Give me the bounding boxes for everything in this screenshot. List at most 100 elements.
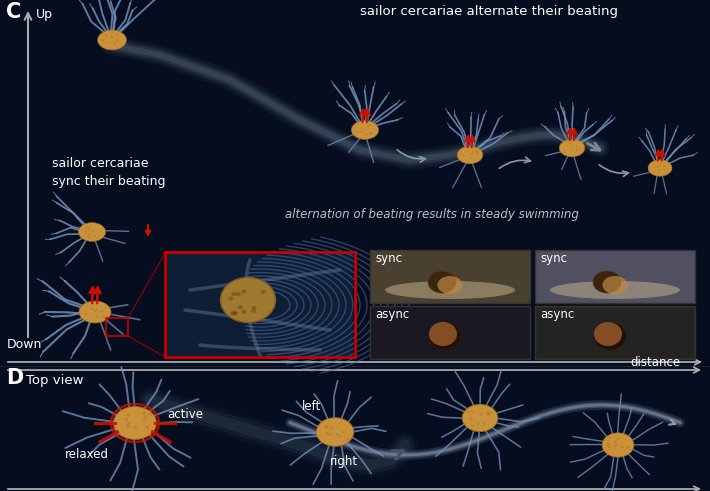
- Ellipse shape: [471, 153, 474, 155]
- Ellipse shape: [102, 316, 105, 318]
- Ellipse shape: [346, 438, 349, 440]
- Ellipse shape: [325, 427, 328, 429]
- Ellipse shape: [114, 42, 116, 44]
- Text: sailor cercariae alternate their beating: sailor cercariae alternate their beating: [360, 5, 618, 18]
- Ellipse shape: [329, 433, 332, 436]
- Ellipse shape: [466, 410, 469, 413]
- Ellipse shape: [96, 309, 98, 311]
- Bar: [372, 308, 528, 357]
- Ellipse shape: [659, 165, 661, 166]
- Text: alternation of beating results in steady swimming: alternation of beating results in steady…: [285, 208, 579, 221]
- Ellipse shape: [105, 35, 107, 36]
- Ellipse shape: [324, 425, 327, 427]
- Ellipse shape: [463, 155, 465, 156]
- Ellipse shape: [570, 145, 572, 147]
- Ellipse shape: [92, 230, 94, 232]
- Ellipse shape: [114, 44, 116, 46]
- Ellipse shape: [368, 124, 371, 126]
- Ellipse shape: [429, 322, 461, 350]
- Ellipse shape: [229, 297, 234, 300]
- Text: C: C: [6, 2, 21, 22]
- Text: Down: Down: [7, 338, 43, 351]
- Ellipse shape: [124, 418, 128, 421]
- Ellipse shape: [476, 150, 478, 152]
- Ellipse shape: [615, 444, 618, 446]
- Ellipse shape: [608, 446, 611, 448]
- Ellipse shape: [85, 227, 87, 229]
- Ellipse shape: [657, 170, 660, 171]
- Ellipse shape: [362, 129, 364, 131]
- Ellipse shape: [356, 131, 358, 133]
- Ellipse shape: [602, 433, 634, 457]
- Ellipse shape: [593, 271, 621, 293]
- Text: sync: sync: [540, 252, 567, 265]
- Bar: [535, 306, 695, 359]
- Ellipse shape: [143, 419, 146, 422]
- Text: async: async: [375, 308, 409, 321]
- Ellipse shape: [95, 316, 98, 318]
- Ellipse shape: [594, 322, 626, 350]
- Ellipse shape: [116, 34, 118, 36]
- Ellipse shape: [572, 148, 574, 150]
- Ellipse shape: [88, 233, 90, 235]
- Ellipse shape: [576, 149, 577, 151]
- Ellipse shape: [90, 307, 92, 309]
- Ellipse shape: [148, 413, 152, 416]
- Ellipse shape: [111, 36, 113, 38]
- Bar: [535, 250, 695, 303]
- Ellipse shape: [648, 160, 672, 176]
- Ellipse shape: [221, 277, 275, 323]
- Bar: [165, 252, 355, 357]
- Ellipse shape: [91, 308, 94, 310]
- Bar: [370, 306, 530, 359]
- Ellipse shape: [102, 39, 104, 41]
- Text: active: active: [167, 408, 203, 421]
- Ellipse shape: [471, 151, 474, 153]
- Ellipse shape: [479, 413, 483, 415]
- Ellipse shape: [564, 151, 565, 153]
- Ellipse shape: [428, 271, 456, 293]
- Ellipse shape: [483, 422, 486, 425]
- Ellipse shape: [236, 292, 241, 296]
- Bar: [106, 318, 128, 336]
- Ellipse shape: [594, 322, 622, 346]
- Ellipse shape: [606, 445, 608, 447]
- Ellipse shape: [335, 433, 339, 436]
- Ellipse shape: [316, 418, 354, 446]
- Ellipse shape: [101, 310, 104, 312]
- Ellipse shape: [327, 433, 330, 436]
- Text: right: right: [330, 455, 358, 468]
- Ellipse shape: [114, 407, 156, 439]
- Ellipse shape: [133, 426, 138, 429]
- Ellipse shape: [486, 411, 489, 414]
- Ellipse shape: [559, 139, 585, 157]
- Ellipse shape: [79, 301, 111, 323]
- Ellipse shape: [657, 172, 659, 173]
- Text: left: left: [302, 400, 321, 413]
- Ellipse shape: [89, 226, 91, 228]
- Ellipse shape: [146, 425, 149, 428]
- Ellipse shape: [126, 414, 130, 417]
- Ellipse shape: [469, 418, 472, 420]
- Ellipse shape: [657, 166, 659, 167]
- Ellipse shape: [471, 153, 472, 155]
- Ellipse shape: [338, 435, 342, 438]
- Ellipse shape: [126, 425, 130, 428]
- Ellipse shape: [655, 166, 657, 168]
- Ellipse shape: [627, 446, 630, 448]
- Ellipse shape: [477, 152, 479, 153]
- Ellipse shape: [230, 311, 235, 316]
- Ellipse shape: [360, 132, 362, 133]
- Ellipse shape: [654, 171, 655, 173]
- Ellipse shape: [371, 133, 373, 134]
- Ellipse shape: [94, 235, 97, 237]
- Ellipse shape: [617, 437, 620, 440]
- Ellipse shape: [608, 436, 611, 439]
- Ellipse shape: [576, 145, 577, 147]
- Ellipse shape: [579, 148, 581, 150]
- Ellipse shape: [238, 305, 243, 309]
- Ellipse shape: [94, 310, 96, 312]
- Ellipse shape: [84, 231, 87, 233]
- Ellipse shape: [126, 422, 131, 425]
- Text: sailor cercariae
sync their beating: sailor cercariae sync their beating: [52, 157, 165, 188]
